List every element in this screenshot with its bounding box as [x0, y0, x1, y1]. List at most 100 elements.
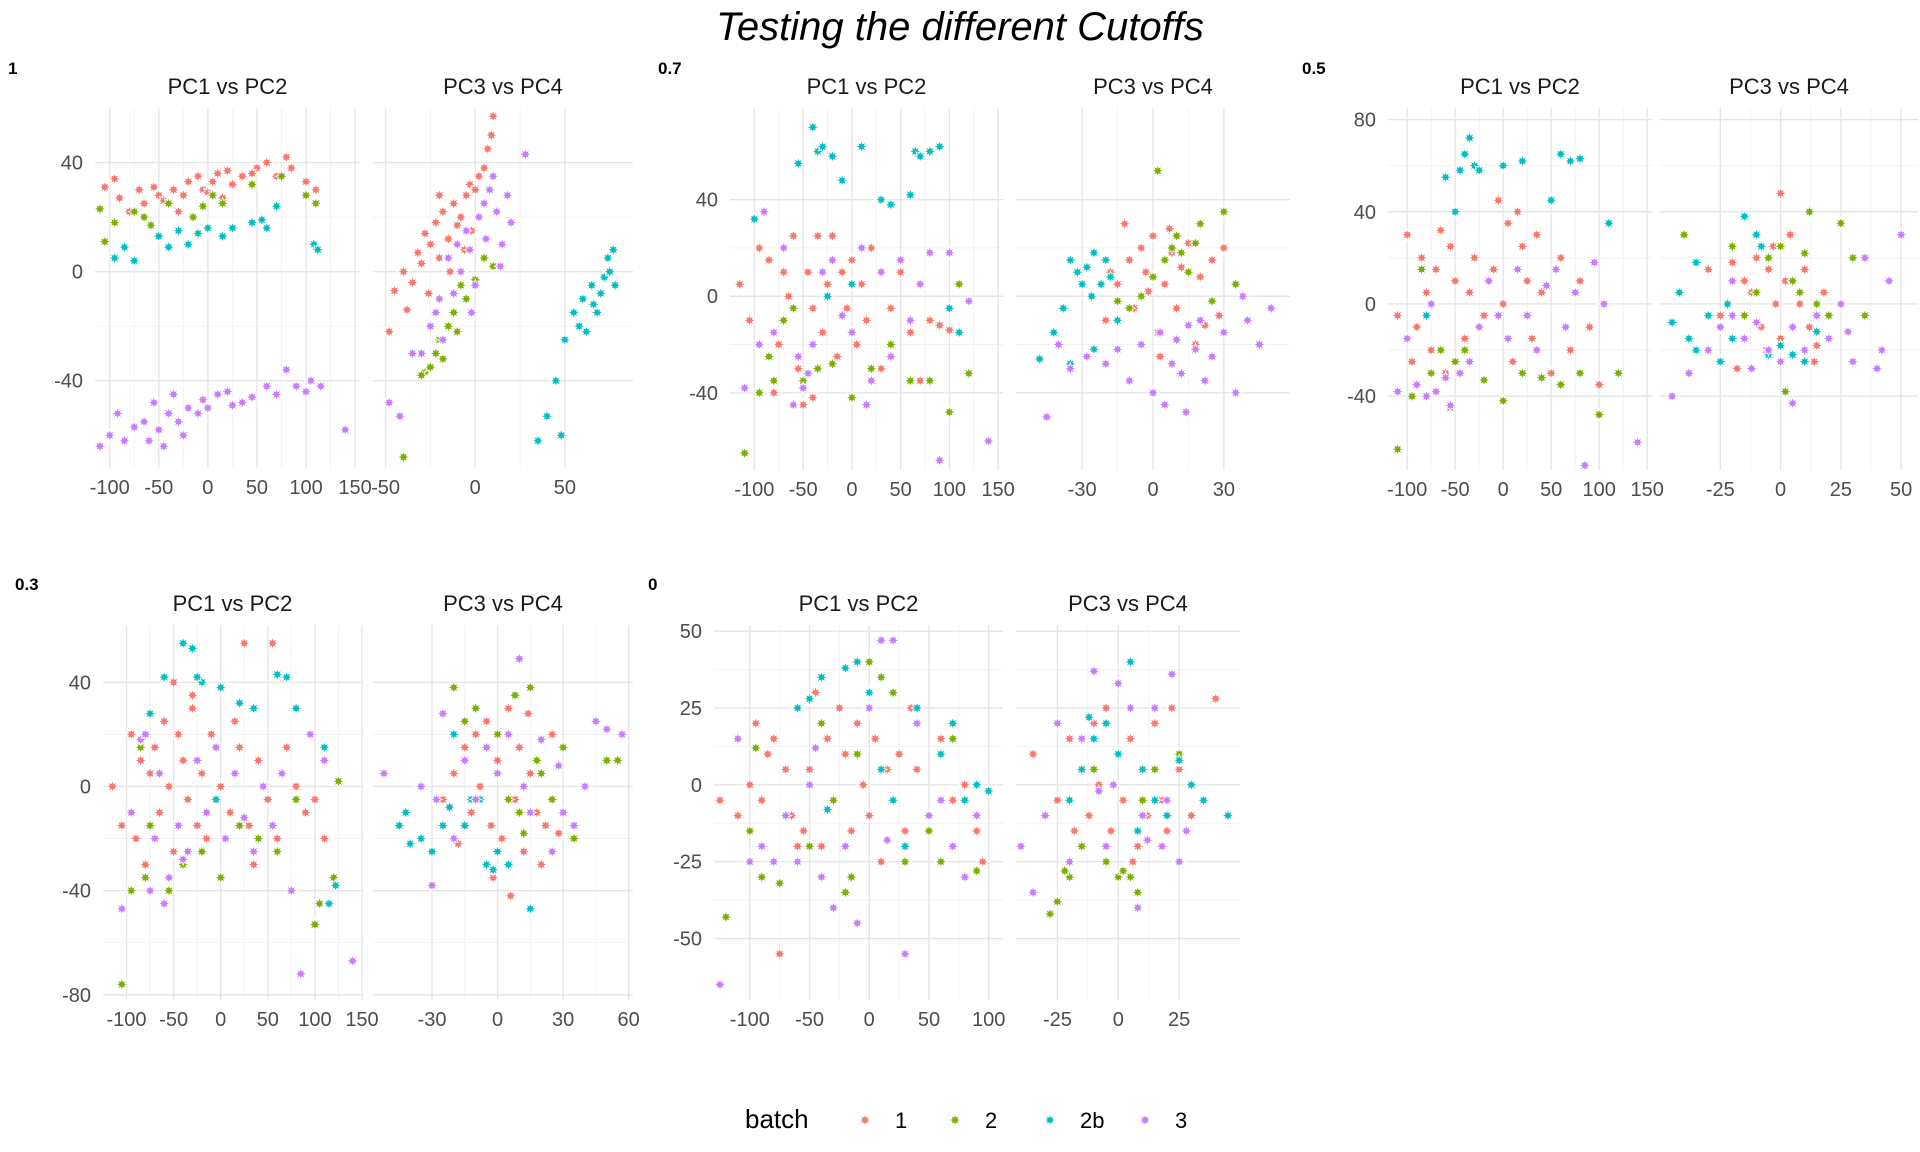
data-point [1179, 823, 1194, 839]
data-point [205, 188, 221, 203]
x-tick-label: 0 [202, 477, 213, 499]
data-point [1476, 372, 1492, 388]
data-point [922, 373, 938, 388]
data-point [1438, 169, 1453, 185]
data-point [554, 428, 569, 443]
x-tick-label: 100 [1583, 479, 1616, 501]
data-point [1500, 331, 1516, 346]
data-point [909, 700, 925, 716]
data-point [185, 688, 200, 703]
facet-pc3-pc4: PC3 vs PC4 -30 0 30 [1016, 74, 1290, 501]
data-point [1404, 388, 1420, 404]
data-point [1737, 308, 1752, 323]
data-point [1174, 366, 1189, 381]
x-tick-label: -30 [418, 1009, 447, 1031]
data-point [435, 351, 451, 367]
data-point [269, 667, 285, 682]
facet-pc3-pc4: PC3 vs PC4 -25 0 25 [1013, 591, 1240, 1031]
data-point [151, 422, 166, 437]
data-point [957, 869, 972, 885]
y-tick-label: 0 [691, 775, 702, 797]
data-point [1050, 793, 1065, 808]
data-point [1171, 854, 1187, 869]
data-point [143, 218, 159, 233]
x-tick-label: -50 [144, 477, 173, 499]
data-point [298, 384, 314, 399]
facet-strip-label: PC1 vs PC2 [173, 591, 293, 616]
data-point [1713, 308, 1728, 323]
data-point [1196, 793, 1211, 808]
data-point [1390, 384, 1405, 399]
data-point [1091, 783, 1106, 799]
data-point [1134, 288, 1149, 304]
data-point [1472, 163, 1487, 178]
facet-pc3-pc4: PC3 vs PC4 -30 0 30 60 [373, 591, 640, 1031]
data-point [421, 286, 436, 301]
data-point [161, 196, 176, 211]
data-point [1208, 691, 1223, 707]
data-point [210, 166, 225, 181]
data-point [766, 731, 781, 746]
data-point [834, 173, 850, 188]
data-point [450, 324, 465, 339]
data-point [392, 818, 407, 833]
data-point [981, 783, 996, 799]
data-point [1228, 385, 1243, 401]
data-point [1164, 356, 1180, 371]
data-point [1135, 793, 1150, 808]
data-point [457, 714, 473, 729]
data-point [1809, 338, 1824, 353]
data-point [814, 869, 829, 885]
series-batch-2b [142, 635, 343, 911]
data-point [171, 414, 186, 429]
data-point [1529, 342, 1545, 358]
data-point [453, 209, 469, 225]
data-point [424, 844, 440, 859]
data-point [381, 395, 397, 410]
data-point [259, 220, 275, 236]
data-point [776, 240, 791, 256]
x-tick-label: 50 [1540, 479, 1562, 501]
data-point [885, 685, 901, 700]
data-point [1725, 273, 1740, 289]
data-point [548, 373, 564, 388]
data-point [880, 833, 895, 848]
series-batch-2b [530, 242, 623, 448]
data-point [830, 349, 845, 364]
data-point [479, 714, 494, 729]
data-point [752, 240, 767, 256]
data-point [190, 818, 205, 833]
data-point [446, 196, 461, 211]
data-point [227, 714, 243, 729]
data-point [136, 209, 152, 225]
data-point [114, 977, 129, 992]
data-point [760, 746, 775, 762]
data-point [1141, 284, 1156, 299]
data-point [512, 651, 527, 667]
data-point [1424, 365, 1439, 381]
x-tick-label: 100 [933, 479, 966, 501]
data-point [805, 337, 821, 352]
data-point [516, 844, 532, 859]
data-point [441, 319, 456, 334]
data-point [428, 305, 444, 320]
data-point [1178, 404, 1194, 420]
data-point [1534, 370, 1549, 386]
data-point [932, 453, 947, 468]
data-point [566, 818, 582, 833]
data-point [969, 823, 984, 839]
data-point [861, 654, 877, 670]
data-point [199, 805, 214, 820]
data-point [1448, 273, 1463, 289]
data-point [1833, 216, 1848, 231]
data-point [1032, 351, 1047, 367]
data-point [1802, 319, 1817, 335]
data-point [133, 753, 148, 768]
data-point [1216, 325, 1232, 340]
data-point [808, 740, 823, 756]
data-point [1544, 192, 1559, 208]
data-point [1050, 716, 1065, 731]
legend-key [1042, 1112, 1058, 1128]
data-point [814, 670, 829, 685]
x-tick-label: 0 [215, 1009, 226, 1031]
